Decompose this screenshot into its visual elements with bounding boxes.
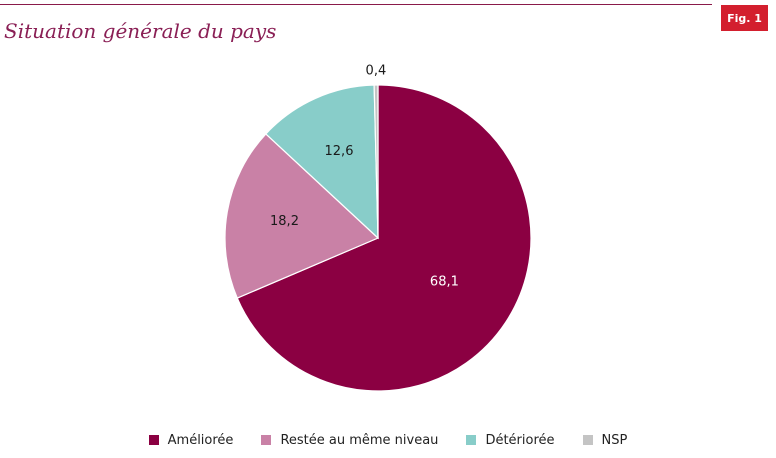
legend-item-deterioree: Détériorée [466,432,555,448]
chart-title: Situation générale du pays [4,19,277,43]
legend-item-amelioree: Améliorée [148,432,234,448]
legend-item-nsp: NSP [582,432,628,448]
legend-item-restee-au-meme-niveau: Restée au même niveau [261,433,438,448]
pie-slice-nsp [373,84,379,239]
data-label-restee-au-meme-niveau: 18,2 [270,214,299,229]
pie-slice-restee-au-meme-niveau [224,133,380,299]
legend-label-deterioree: Détériorée [485,432,555,448]
figure-badge: Fig. 1 [721,5,768,31]
legend-swatch-restee-au-meme-niveau [261,435,272,445]
chart-legend: Améliorée Restée au même niveau Détériorée… [0,430,776,450]
pie-slice-deterioree [265,84,379,240]
data-label-nsp: 0,4 [366,64,387,79]
data-label-deterioree: 12,6 [325,144,354,159]
data-label-amelioree: 68,1 [430,274,459,289]
legend-label-nsp: NSP [601,432,628,448]
legend-label-restee-au-meme-niveau: Restée au même niveau [280,432,439,448]
legend-swatch-amelioree [148,435,159,445]
legend-swatch-nsp [582,435,593,445]
top-rule [0,4,712,5]
legend-swatch-deterioree [466,435,477,445]
legend-label-amelioree: Améliorée [167,432,234,448]
pie-slice-amelioree [236,84,532,392]
